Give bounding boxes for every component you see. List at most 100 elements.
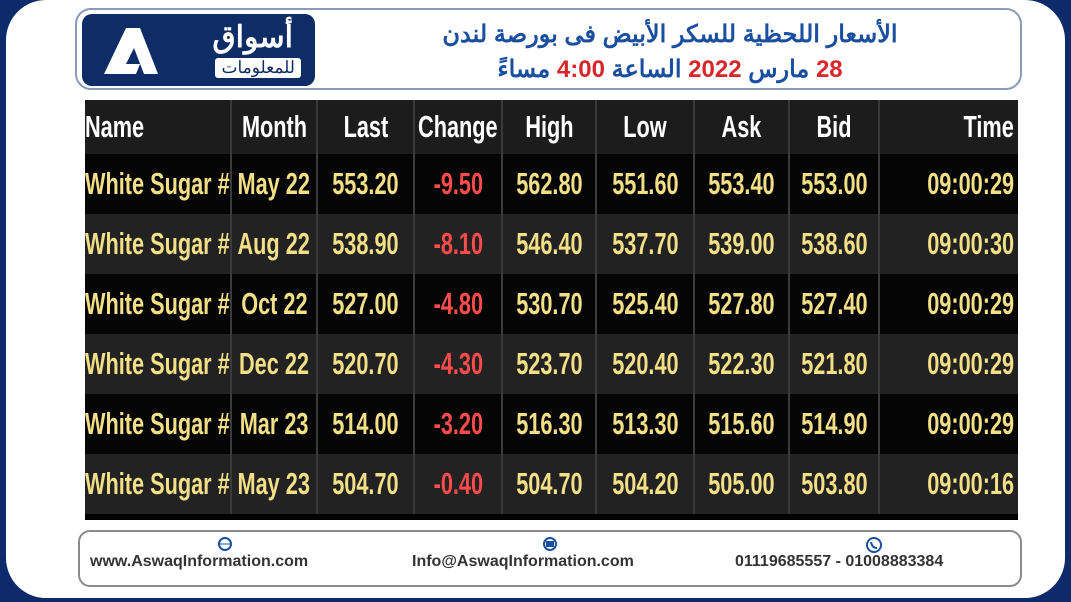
data-row: White Sugar #5 Mar 23 514.00 -3.20 516.30 513…: [85, 394, 1018, 454]
cell-text: 503.80: [800, 466, 868, 501]
cell-text: White Sugar #5: [85, 286, 232, 321]
cell: 538.90: [318, 214, 415, 274]
cell-text: 553.40: [708, 166, 775, 201]
data-row: White Sugar #5 Aug 22 538.90 -8.10 546.40 537…: [85, 214, 1018, 274]
cell-text: Dec 22: [239, 346, 309, 381]
cell: 503.80: [790, 454, 880, 514]
cell: Mar 23: [232, 394, 318, 454]
cell: 09:00:29: [880, 394, 1018, 454]
cell-text: 505.00: [708, 466, 775, 501]
cell: 09:00:30: [880, 214, 1018, 274]
web-icon: [218, 537, 232, 551]
cell-text: Ask: [721, 109, 762, 144]
cell-text: White Sugar #5: [85, 406, 232, 441]
cell: 514.00: [318, 394, 415, 454]
cell-text: 520.70: [332, 346, 399, 381]
cell-text: 09:00:29: [927, 286, 1014, 321]
cell-text: 527.00: [332, 286, 399, 321]
cell-text: 521.80: [800, 346, 868, 381]
cell-text: 551.60: [611, 166, 679, 201]
cell-text: Mar 23: [239, 406, 309, 441]
cell: Bid: [790, 100, 880, 154]
cell: 553.00: [790, 154, 880, 214]
table: Name Month Last Change High Low Ask Bid Time Whit…: [85, 100, 1018, 520]
cell-text: White Sugar #5: [85, 226, 232, 261]
cell-text: 522.30: [708, 346, 775, 381]
day: 28: [815, 56, 843, 83]
cell-text: 09:00:29: [927, 166, 1014, 201]
cell-text: Oct 22: [240, 286, 308, 321]
cell-text: 504.70: [515, 466, 583, 501]
cell: 546.40: [503, 214, 597, 274]
cell-text: 504.20: [611, 466, 679, 501]
cell: 523.70: [503, 334, 597, 394]
cell-text: High: [524, 109, 574, 144]
cell-text: 520.40: [611, 346, 679, 381]
cell-text: 553.20: [332, 166, 399, 201]
cell: 539.00: [695, 214, 790, 274]
cell-text: 538.90: [332, 226, 399, 261]
cell-text: Change: [418, 109, 498, 144]
cell-text: -3.20: [433, 406, 483, 441]
title: الأسعار اللحظية للسكر الأبيض فى بورصة لن…: [442, 21, 898, 48]
cell: 562.80: [503, 154, 597, 214]
header-box: [75, 8, 1022, 90]
cell-text: White Sugar #5: [85, 346, 232, 381]
cell: -0.40: [415, 454, 503, 514]
cell: 504.70: [318, 454, 415, 514]
cell: 504.20: [597, 454, 695, 514]
cell-text: 525.40: [611, 286, 679, 321]
cell-text: White Sugar #5: [85, 166, 232, 201]
cell: 527.00: [318, 274, 415, 334]
cell: 538.60: [790, 214, 880, 274]
cell-text: Bid: [816, 109, 852, 144]
cell-text: 09:00:29: [927, 346, 1014, 381]
cell-text: Name: [85, 109, 145, 144]
cell: -4.80: [415, 274, 503, 334]
cell: White Sugar #5: [85, 274, 232, 334]
cell: 516.30: [503, 394, 597, 454]
cell: 505.00: [695, 454, 790, 514]
cell: 09:00:29: [880, 334, 1018, 394]
cell: 537.70: [597, 214, 695, 274]
data-row: White Sugar #5 May 22 553.20 -9.50 562.80 551…: [85, 154, 1018, 214]
cell-text: 504.70: [332, 466, 399, 501]
cell: 520.40: [597, 334, 695, 394]
cell: 514.90: [790, 394, 880, 454]
cell-text: 537.70: [611, 226, 679, 261]
cell: White Sugar #5: [85, 334, 232, 394]
cell-text: -9.50: [433, 166, 483, 201]
cell: 521.80: [790, 334, 880, 394]
cell-text: White Sugar #5: [85, 466, 232, 501]
cell: 515.60: [695, 394, 790, 454]
cell: 530.70: [503, 274, 597, 334]
cell-text: 539.00: [708, 226, 775, 261]
cell: 527.80: [695, 274, 790, 334]
cell: 504.70: [503, 454, 597, 514]
cell-text: 516.30: [515, 406, 583, 441]
cell-text: 514.00: [332, 406, 399, 441]
cell: Ask: [695, 100, 790, 154]
cell: Last: [318, 100, 415, 154]
cell-text: 530.70: [515, 286, 583, 321]
cell-text: 09:00:29: [927, 406, 1014, 441]
cell-text: Time: [963, 109, 1014, 144]
cell-text: 515.60: [708, 406, 775, 441]
data-row: White Sugar #5 Oct 22 527.00 -4.80 530.70 525…: [85, 274, 1018, 334]
period: مساءً: [497, 56, 551, 83]
cell: White Sugar #5: [85, 454, 232, 514]
cell-text: -0.40: [433, 466, 483, 501]
mail-icon: [543, 537, 557, 551]
cell: Oct 22: [232, 274, 318, 334]
cell: -8.10: [415, 214, 503, 274]
cell: 09:00:29: [880, 274, 1018, 334]
cell-text: 546.40: [515, 226, 583, 261]
cell-text: Last: [343, 109, 388, 144]
cell-text: -8.10: [433, 226, 483, 261]
cell: Month: [232, 100, 318, 154]
logo: أسواق للمعلومات: [82, 14, 315, 86]
logo-icon: [104, 28, 158, 74]
cell: White Sugar #5: [85, 394, 232, 454]
cell: 525.40: [597, 274, 695, 334]
cell-text: -4.80: [433, 286, 483, 321]
